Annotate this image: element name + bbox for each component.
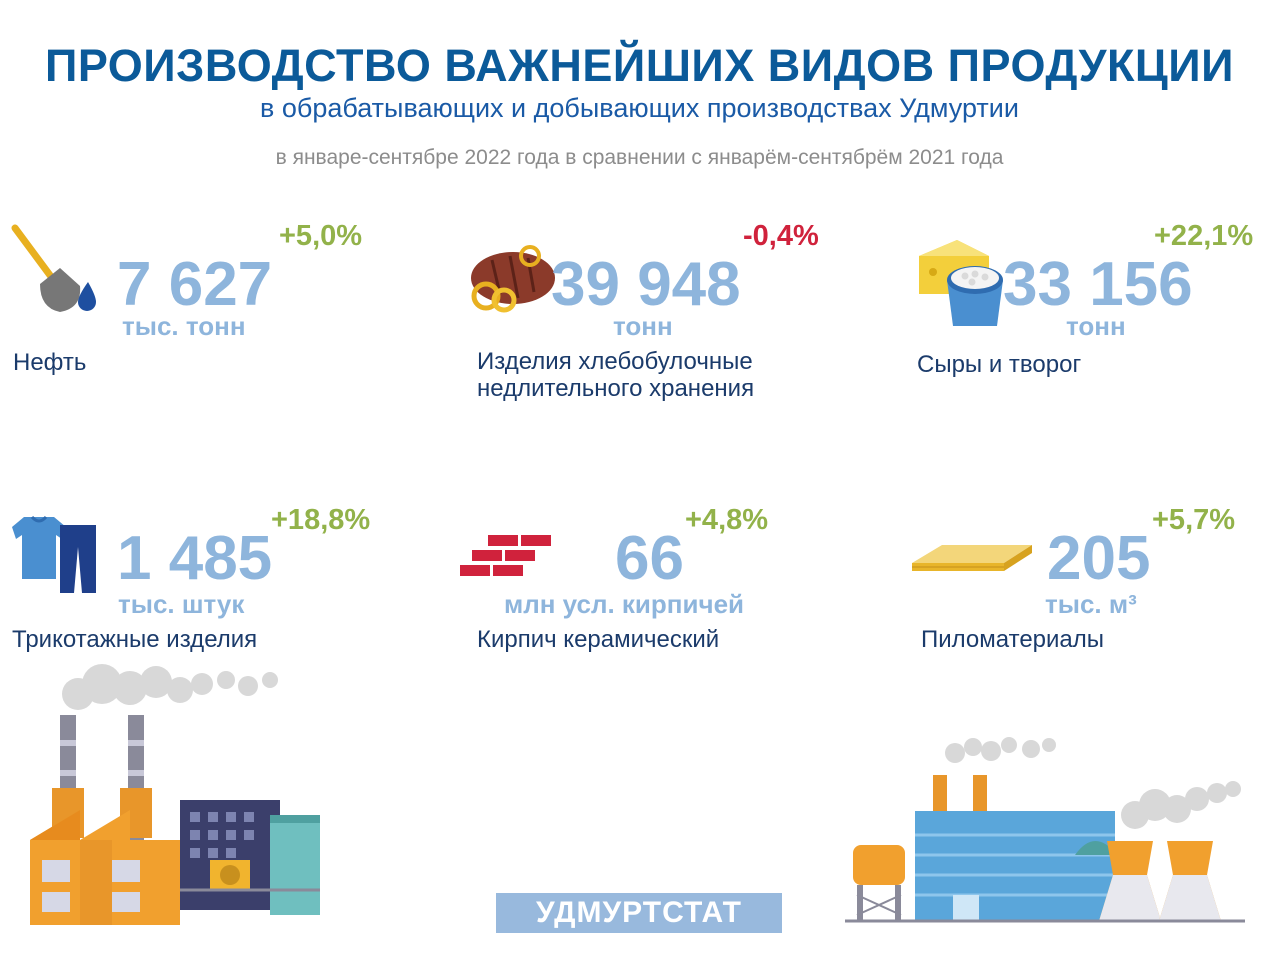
brand-logo-udmurtstat: УДМУРТСТАТ xyxy=(496,893,782,933)
lumber-label: Пиломатериалы xyxy=(921,626,1105,653)
factory-illustration-left xyxy=(30,664,320,925)
product-card-oil: 7 627 +5,0% тыс. тонн Нефть xyxy=(0,200,420,400)
brick-value: 66 xyxy=(615,524,684,593)
cheese-unit: тонн xyxy=(1066,311,1126,341)
cheese-value: 33 156 xyxy=(1003,250,1193,319)
bread-icon xyxy=(471,245,555,313)
knitwear-icon xyxy=(12,515,96,593)
factory-illustration-right xyxy=(845,737,1245,923)
product-card-cheese: 33 156 +22,1% тонн Сыры и творог xyxy=(900,200,1279,400)
bread-unit: тонн xyxy=(613,311,673,341)
lumber-value: 205 xyxy=(1047,524,1151,593)
page-subtitle: в обрабатывающих и добывающих производст… xyxy=(260,93,1019,123)
knitwear-label: Трикотажные изделия xyxy=(12,626,258,653)
knitwear-change: +18,8% xyxy=(271,504,371,536)
brick-unit: млн усл. кирпичей xyxy=(504,589,745,619)
brick-label: Кирпич керамический xyxy=(477,626,720,653)
lumber-change: +5,7% xyxy=(1152,504,1236,536)
knitwear-value: 1 485 xyxy=(117,524,273,593)
brick-change: +4,8% xyxy=(685,504,769,536)
bread-change: -0,4% xyxy=(743,220,819,252)
oil-label: Нефть xyxy=(13,349,87,376)
oil-unit: тыс. тонн xyxy=(122,311,246,341)
cheese-label: Сыры и творог xyxy=(917,351,1082,378)
lumber-unit: тыс. м³ xyxy=(1045,589,1137,619)
cheese-icon xyxy=(919,240,1003,326)
period-note: в январе-сентябре 2022 года в сравнении … xyxy=(275,146,1004,169)
product-card-lumber: 205 +5,7% тыс. м³ Пиломатериалы xyxy=(900,495,1279,665)
brick-icon xyxy=(460,535,551,576)
bread-label-line2: недлительного хранения xyxy=(477,375,755,402)
product-card-knitwear: 1 485 +18,8% тыс. штук Трикотажные издел… xyxy=(0,495,420,665)
bread-value: 39 948 xyxy=(551,250,741,319)
oil-shovel-icon xyxy=(11,224,96,312)
bread-label-line1: Изделия хлебобулочные xyxy=(477,348,753,375)
oil-value: 7 627 xyxy=(117,250,273,319)
cheese-change: +22,1% xyxy=(1154,220,1254,252)
product-card-bread: 39 948 -0,4% тонн Изделия хлебобулочные … xyxy=(460,200,860,410)
product-card-brick: 66 +4,8% млн усл. кирпичей Кирпич керами… xyxy=(460,495,860,665)
lumber-icon xyxy=(912,545,1032,571)
knitwear-unit: тыс. штук xyxy=(118,589,245,619)
page-title: ПРОИЗВОДСТВО ВАЖНЕЙШИХ ВИДОВ ПРОДУКЦИИ xyxy=(45,40,1234,91)
oil-change: +5,0% xyxy=(279,220,363,252)
